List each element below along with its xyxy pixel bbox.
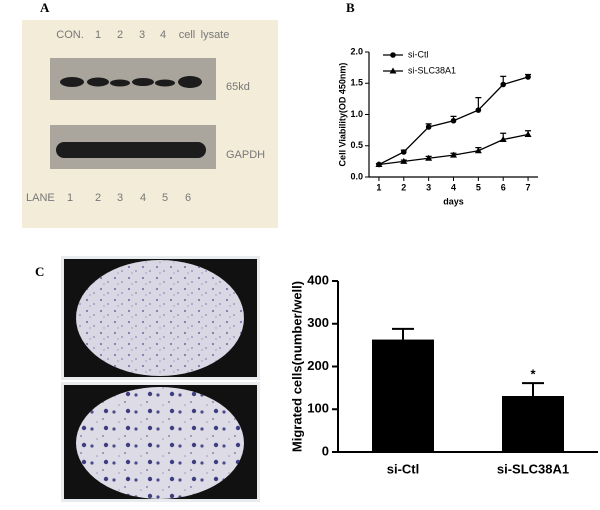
y-axis-label: Cell Viability(OD 450nm) [337,63,347,167]
y-tick-label: 200 [307,358,329,373]
panel-label: C [35,264,44,279]
band-label: 65kd [226,81,250,93]
y-tick-label: 100 [307,401,329,416]
x-tick-label: si-SLC38A1 [497,461,569,476]
x-tick-label: si-Ctl [387,461,420,476]
y-tick-label: 0.5 [350,140,363,150]
marker [524,131,532,137]
band-label: GAPDH [226,149,265,161]
y-tick-label: 0 [322,443,329,458]
y-tick-label: 400 [307,272,329,287]
marker [500,81,507,88]
y-tick-label: 0.0 [350,171,363,181]
x-tick-label: 2 [401,182,406,192]
x-tick-label: 7 [526,182,531,192]
panel-label: B [346,0,355,15]
blot-header: 3 [139,29,145,41]
legend-label: si-SLC38A1 [408,65,456,75]
marker [375,161,383,167]
y-tick-label: 1.5 [350,78,363,88]
marker [450,151,457,158]
marker [400,149,407,155]
y-tick-label: 1.0 [350,109,363,119]
micrograph [61,382,260,502]
lane-label: 4 [140,192,146,204]
lane-label: 6 [185,192,191,204]
bar [502,395,564,452]
x-tick-label: 5 [476,182,481,192]
blot-header: cell [179,29,196,41]
blot-background [22,20,278,228]
legend-label: si-Ctl [408,49,429,59]
blot-header: CON. [56,29,84,41]
marker [474,147,482,154]
x-tick-label: 6 [501,182,506,192]
y-tick-label: 2.0 [350,46,363,56]
blot-header: 4 [160,29,166,41]
y-tick-label: 300 [307,315,329,330]
marker [390,52,396,58]
error-bar [522,382,544,396]
blot-header: 2 [117,29,123,41]
lane-label: 2 [95,192,101,204]
marker [450,117,457,124]
x-tick-label: 4 [451,182,456,192]
blot-header: lysate [201,29,230,41]
annotation: * [530,367,536,382]
blot-bands [56,76,206,158]
marker [400,157,408,164]
micrograph [61,256,260,380]
x-tick-label: 1 [376,182,381,192]
x-axis-label: days [443,196,464,206]
marker [389,67,397,74]
y-axis-label: Migrated cells(number/well) [289,281,304,452]
lane-label: 5 [162,192,168,204]
bar [372,339,434,452]
panel-label: A [40,0,50,15]
lane-title: LANE [26,192,55,204]
marker [425,124,432,130]
x-tick-label: 3 [426,182,431,192]
blot-header: 1 [95,29,101,41]
marker [525,74,531,80]
marker [425,154,433,161]
marker [499,136,507,142]
lane-label: 3 [117,192,123,204]
error-bar [392,327,414,340]
lane-label: 1 [67,192,73,204]
marker [475,107,482,113]
